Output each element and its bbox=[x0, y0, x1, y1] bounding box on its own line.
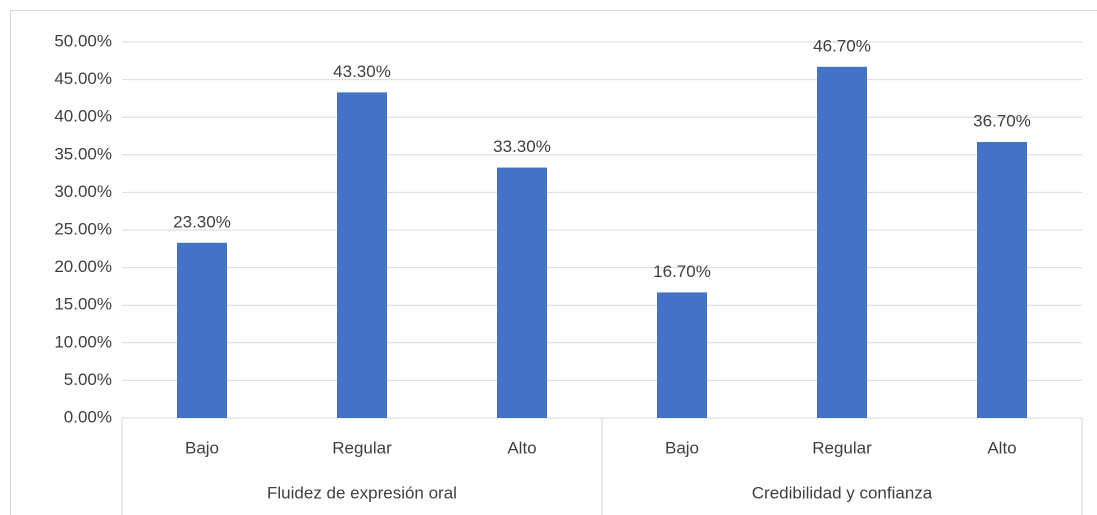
bar bbox=[657, 292, 707, 418]
y-tick-label: 45.00% bbox=[54, 69, 112, 88]
y-tick-label: 30.00% bbox=[54, 182, 112, 201]
group-label: Credibilidad y confianza bbox=[752, 483, 933, 502]
data-label: 43.30% bbox=[333, 62, 391, 81]
bar bbox=[817, 66, 867, 418]
data-label: 36.70% bbox=[973, 112, 1031, 131]
x-tick-label: Bajo bbox=[185, 438, 219, 457]
x-tick-label: Alto bbox=[987, 438, 1016, 457]
x-tick-label: Regular bbox=[812, 438, 872, 457]
data-label: 46.70% bbox=[813, 36, 871, 55]
y-tick-label: 5.00% bbox=[64, 370, 112, 389]
y-tick-label: 0.00% bbox=[64, 407, 112, 426]
group-label: Fluidez de expresión oral bbox=[267, 483, 457, 502]
bar bbox=[337, 92, 387, 418]
x-tick-label: Bajo bbox=[665, 438, 699, 457]
data-label: 16.70% bbox=[653, 262, 711, 281]
chart-border bbox=[10, 10, 1097, 515]
bar bbox=[977, 142, 1027, 419]
x-tick-label: Alto bbox=[507, 438, 536, 457]
bar bbox=[497, 167, 547, 418]
bar bbox=[177, 242, 227, 418]
data-label: 33.30% bbox=[493, 137, 551, 156]
y-tick-label: 10.00% bbox=[54, 332, 112, 351]
y-tick-label: 25.00% bbox=[54, 219, 112, 238]
y-tick-label: 50.00% bbox=[54, 31, 112, 50]
data-label: 23.30% bbox=[173, 212, 231, 231]
y-tick-label: 35.00% bbox=[54, 144, 112, 163]
x-tick-label: Regular bbox=[332, 438, 392, 457]
y-tick-label: 20.00% bbox=[54, 257, 112, 276]
y-tick-label: 40.00% bbox=[54, 107, 112, 126]
y-tick-label: 15.00% bbox=[54, 295, 112, 314]
